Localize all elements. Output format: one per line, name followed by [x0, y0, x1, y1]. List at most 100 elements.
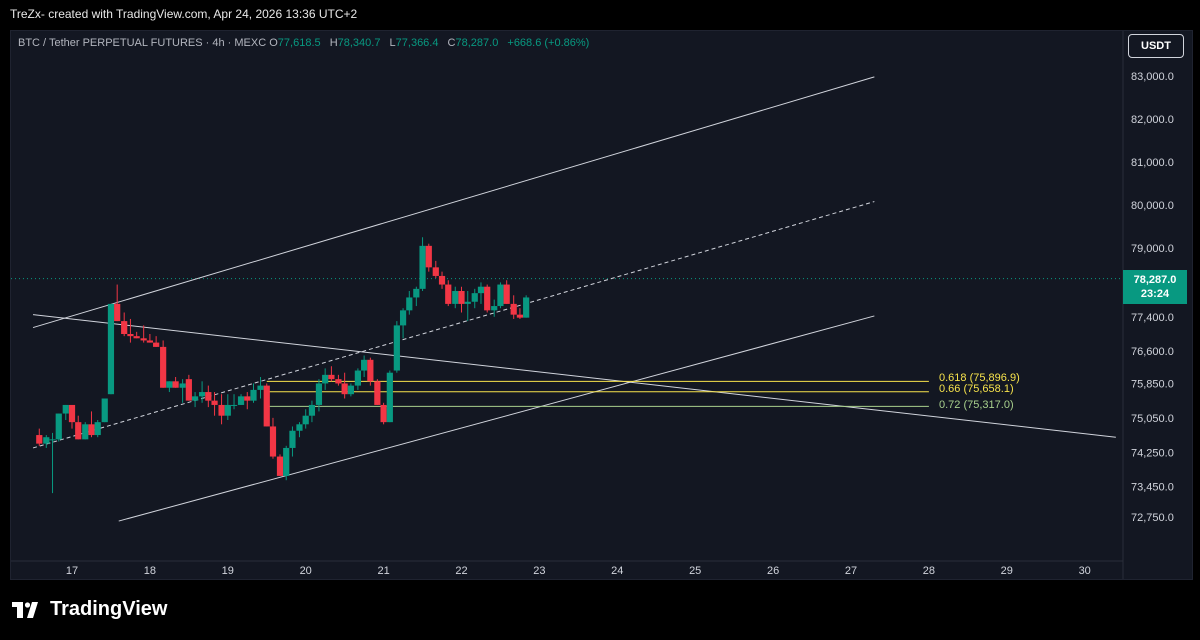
candle-up [230, 394, 238, 410]
candle-body [425, 245, 432, 268]
candle-body [328, 374, 335, 380]
candle-down [503, 280, 510, 304]
candle-body [491, 306, 498, 311]
candle-up [361, 355, 368, 377]
candle-up [347, 383, 354, 397]
candle-down [211, 392, 218, 416]
candle-body [380, 404, 387, 423]
candle-body [185, 379, 192, 401]
candle-down [133, 331, 140, 339]
chart-frame[interactable]: 83,000.0 82,000.0 81,000.0 80,000.0 79,000.0… [10, 30, 1193, 580]
candle-up [302, 409, 309, 429]
candle-down [516, 308, 524, 319]
y-tick-label: 77,400.0 [1131, 312, 1174, 324]
open-label: O [269, 37, 278, 49]
candle-down [458, 286, 465, 313]
candle-down [140, 325, 147, 343]
currency-button[interactable]: USDT [1128, 34, 1184, 58]
y-tick-label: 72,750.0 [1131, 512, 1174, 524]
x-tick-label: 26 [767, 565, 779, 577]
candle-up [477, 282, 485, 304]
candle-down [380, 402, 387, 425]
candle-body [445, 284, 452, 304]
x-tick-label: 19 [222, 565, 234, 577]
candle-up [289, 426, 296, 457]
candle-body [114, 303, 121, 322]
candle-body [523, 297, 530, 318]
x-tick-label: 27 [845, 565, 857, 577]
candle-down [276, 454, 284, 476]
candle-up [296, 422, 303, 438]
candle-up [322, 368, 329, 390]
bar-countdown: 23:24 [1140, 288, 1170, 300]
candle-body [205, 392, 212, 401]
candle-up [43, 435, 50, 448]
candle-up [464, 291, 471, 322]
y-tick-label: 75,050.0 [1131, 413, 1174, 425]
candle-down [432, 260, 439, 279]
candle-up [413, 286, 420, 307]
price-chart[interactable]: 83,000.0 82,000.0 81,000.0 80,000.0 79,000.0… [11, 31, 1192, 579]
candle-up [55, 413, 62, 442]
candle-down [425, 243, 432, 272]
candle-body [269, 426, 277, 457]
candle-body [75, 422, 82, 440]
candle-up [191, 392, 199, 408]
last-price-value: 78,287.0 [1133, 274, 1177, 286]
candle-down [510, 295, 517, 319]
candle-body [386, 372, 393, 423]
candle-down [374, 379, 381, 405]
candle-body [172, 381, 179, 388]
candle-body [68, 404, 76, 423]
candle-body [224, 404, 231, 416]
x-tick-label: 24 [611, 565, 623, 577]
candle-up [179, 379, 186, 403]
candle-body [160, 346, 167, 388]
tradingview-logo[interactable]: TradingView [12, 598, 167, 621]
candle-body [133, 336, 140, 339]
candle-body [244, 396, 251, 401]
candle-up [308, 400, 316, 423]
candle-body [49, 439, 56, 441]
channel-mid-line [32, 201, 875, 449]
candle-down [269, 417, 277, 459]
candle-body [140, 338, 147, 341]
candle-down [75, 415, 82, 440]
candle-body [516, 314, 524, 318]
candle-body [55, 413, 62, 440]
candle-body [101, 398, 108, 423]
x-tick-label: 30 [1079, 565, 1091, 577]
candle-down [341, 372, 348, 399]
candle-down [244, 392, 251, 410]
candle-body [296, 424, 303, 431]
candle-down [36, 428, 43, 446]
candle-body [211, 400, 218, 405]
candle-body [166, 381, 173, 388]
symbol-title: BTC / Tether PERPETUAL FUTURES · 4h · ME… [18, 37, 267, 49]
last-price-tag: 78,287.0 23:24 [1123, 270, 1187, 304]
candle-body [432, 267, 439, 276]
y-tick-label: 79,000.0 [1131, 243, 1174, 255]
y-tick-label: 75,850.0 [1131, 378, 1174, 390]
y-tick-label: 82,000.0 [1131, 114, 1174, 126]
candle-body [276, 456, 284, 476]
candle-body [127, 334, 134, 337]
candle-body [308, 404, 316, 416]
candle-body [341, 383, 348, 395]
candle-up [237, 394, 245, 405]
candle-body [458, 291, 465, 304]
candle-body [283, 447, 290, 476]
candle-body [347, 385, 354, 395]
candle-body [322, 374, 329, 384]
candle-up [62, 404, 69, 420]
x-tick-label: 18 [144, 565, 156, 577]
candle-up [393, 321, 400, 373]
candle-down [172, 377, 179, 388]
candle-up [107, 303, 115, 395]
candle-body [354, 370, 361, 386]
candle-body [62, 404, 69, 414]
change-value: +668.6 (+0.86%) [507, 37, 590, 49]
candle-body [367, 359, 374, 382]
candle-up [399, 308, 407, 339]
x-tick-label: 25 [689, 565, 701, 577]
